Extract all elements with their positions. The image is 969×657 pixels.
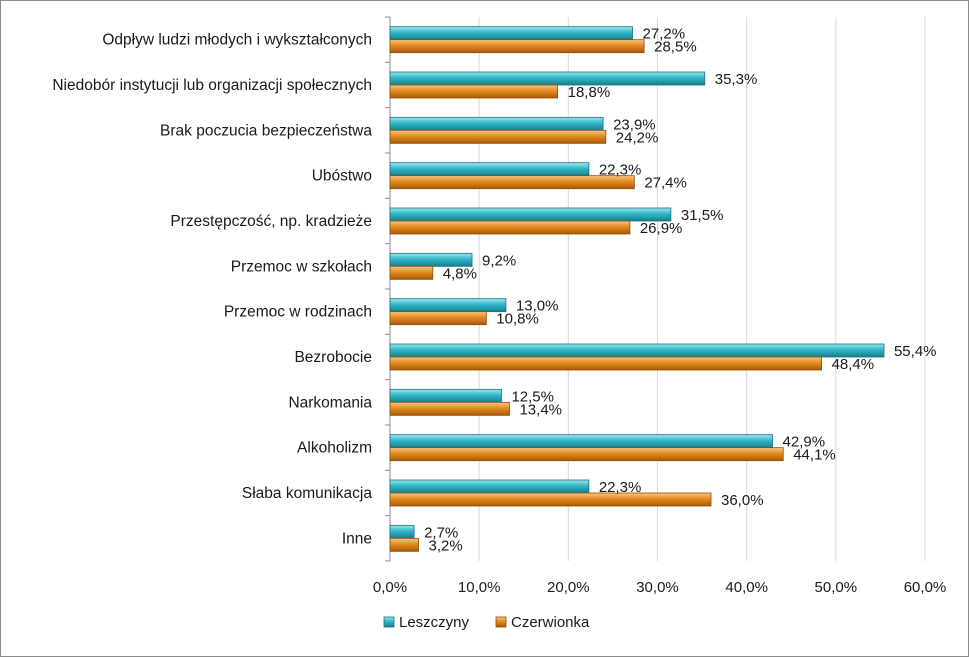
bar-leszczyny: [389, 479, 590, 494]
bar-leszczyny: [389, 298, 507, 313]
x-tick-label: 50,0%: [815, 579, 858, 596]
x-tick-label: 20,0%: [547, 579, 590, 596]
bars: [389, 26, 885, 552]
category-label: Przemoc w rodzinach: [224, 304, 372, 321]
x-tick-label: 10,0%: [458, 579, 501, 596]
category-label: Przemoc w szkołach: [231, 258, 372, 275]
category-label: Odpływ ludzi młodych i wykształconych: [102, 32, 372, 49]
data-label: 48,4%: [832, 356, 875, 373]
bar-czerwionka: [389, 537, 419, 552]
category-label: Narkomania: [288, 394, 372, 411]
data-label: 26,9%: [640, 220, 683, 237]
legend: Leszczyny Czerwionka: [383, 614, 590, 631]
bar-czerwionka: [389, 220, 631, 235]
category-label: Ubóstwo: [312, 168, 372, 185]
data-label: 12,5%: [511, 388, 554, 405]
data-label: 31,5%: [681, 207, 724, 224]
bar-czerwionka: [389, 311, 487, 326]
legend-swatch: [495, 616, 507, 628]
data-label: 10,8%: [496, 311, 539, 328]
bar-leszczyny: [389, 388, 502, 403]
x-tick-label: 40,0%: [725, 579, 768, 596]
bar-czerwionka: [389, 356, 822, 371]
legend-entry: Czerwionka: [511, 614, 590, 631]
bar-czerwionka: [389, 84, 559, 99]
data-label: 24,2%: [616, 129, 659, 146]
data-label: 42,9%: [783, 434, 826, 451]
data-label: 27,2%: [643, 26, 686, 43]
category-label: Brak poczucia bezpieczeństwa: [160, 122, 372, 139]
bar-leszczyny: [389, 71, 706, 86]
bar-czerwionka: [389, 129, 607, 144]
category-label: Niedobór instytucji lub organizacji społ…: [52, 77, 372, 94]
bar-leszczyny: [389, 207, 672, 222]
data-label: 28,5%: [654, 39, 697, 56]
grid-lines: [385, 16, 926, 562]
data-label: 18,8%: [568, 84, 611, 101]
data-label: 55,4%: [894, 343, 937, 360]
labels: 0,0% 10,0% 20,0% 30,0% 40,0% 50,0% 60,0% Odpływ…: [52, 26, 946, 596]
data-label: 13,4%: [519, 401, 562, 418]
data-label: 13,0%: [516, 298, 559, 315]
data-label: 22,3%: [599, 162, 642, 179]
legend-swatch: [383, 616, 395, 628]
data-label: 44,1%: [793, 447, 836, 464]
bar-czerwionka: [389, 265, 434, 280]
bar-leszczyny: [389, 26, 633, 41]
bar-czerwionka: [389, 447, 784, 462]
legend-entry: Leszczyny: [399, 614, 470, 631]
data-label: 35,3%: [715, 71, 758, 88]
bar-leszczyny: [389, 116, 604, 131]
bar-czerwionka: [389, 492, 712, 507]
x-tick-label: 0,0%: [373, 579, 407, 596]
data-label: 27,4%: [644, 175, 687, 192]
data-label: 4,8%: [443, 265, 477, 282]
bar-leszczyny: [389, 524, 415, 539]
category-label: Słaba komunikacja: [242, 485, 372, 502]
bar-czerwionka: [389, 401, 510, 416]
bar-czerwionka: [389, 175, 635, 190]
data-label: 23,9%: [613, 116, 656, 133]
category-label: Alkoholizm: [297, 440, 372, 457]
data-label: 2,7%: [424, 524, 458, 541]
bar-leszczyny: [389, 343, 885, 358]
bar-leszczyny: [389, 434, 773, 449]
x-tick-label: 30,0%: [636, 579, 679, 596]
category-label: Inne: [342, 530, 372, 547]
bar-czerwionka: [389, 39, 645, 54]
x-tick-label: 60,0%: [904, 579, 947, 596]
category-label: Przestępczość, np. kradzieże: [170, 213, 372, 230]
data-label: 9,2%: [482, 252, 516, 269]
data-label: 3,2%: [429, 537, 463, 554]
bar-leszczyny: [389, 162, 590, 177]
data-label: 22,3%: [599, 479, 642, 496]
category-label: Bezrobocie: [294, 349, 372, 366]
data-label: 36,0%: [721, 492, 764, 509]
